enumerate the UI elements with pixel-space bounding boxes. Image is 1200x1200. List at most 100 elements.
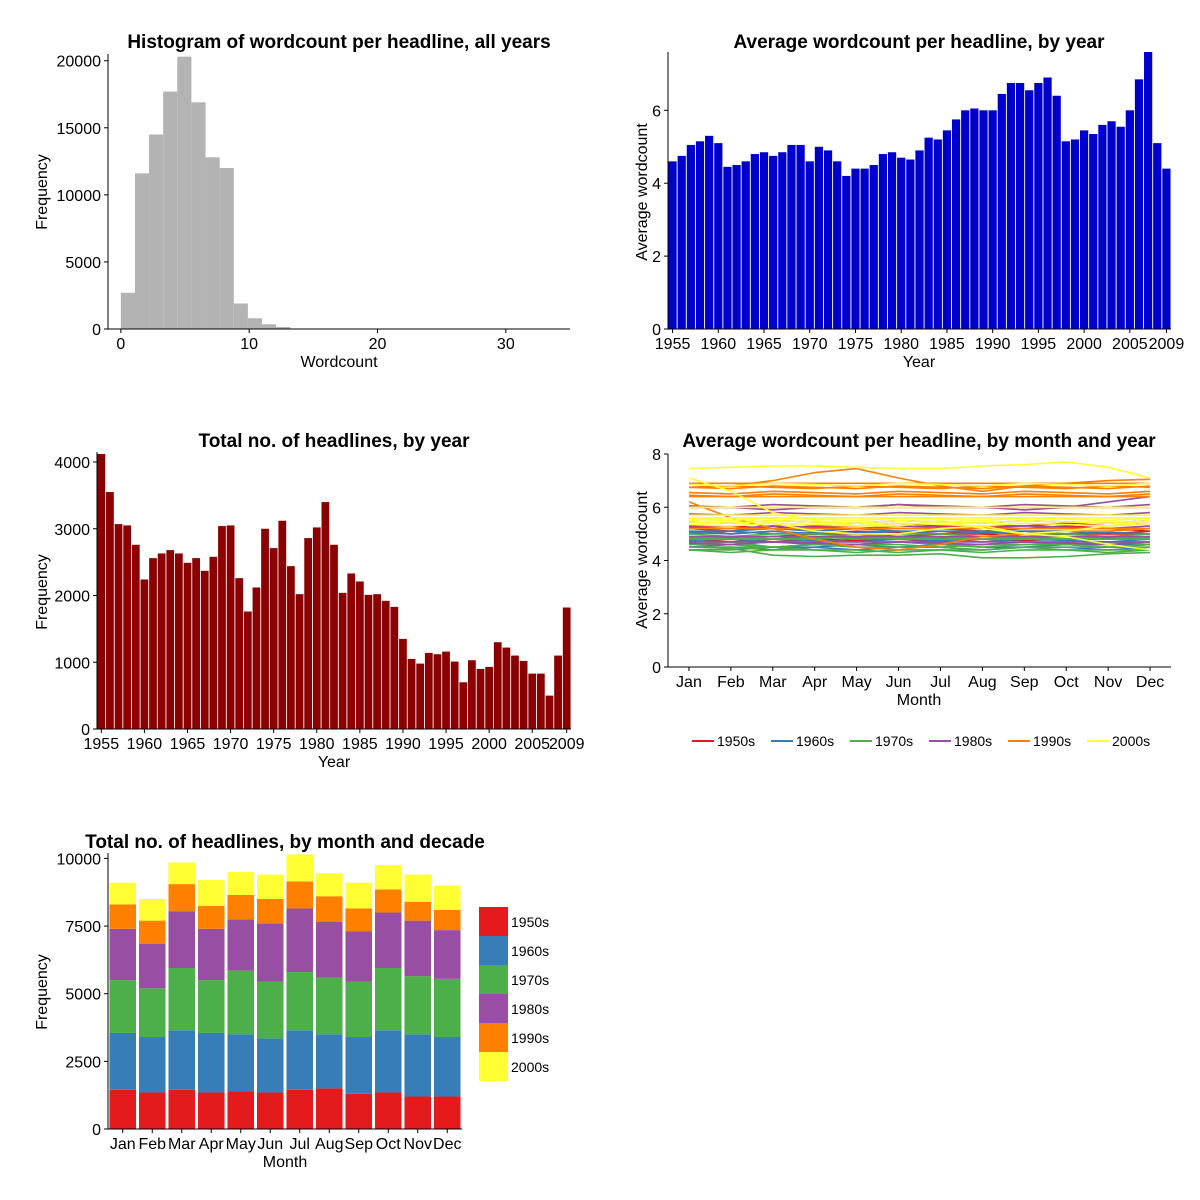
avgmonth-line xyxy=(688,533,1151,538)
stacked-bar-segment xyxy=(315,1034,343,1089)
stacked-bar-segment xyxy=(345,908,373,932)
totyear-bar xyxy=(140,579,149,729)
avgyear-bar xyxy=(695,141,705,329)
totyear-bar xyxy=(407,658,416,729)
stacked-bar-segment xyxy=(433,1037,461,1097)
avgyear-x-tick-label: 2005 xyxy=(1112,336,1148,353)
totyear-bar xyxy=(278,520,287,729)
totyear-bar xyxy=(97,454,106,729)
hist-bar xyxy=(276,326,291,329)
avgmonth-legend-label: 1960s xyxy=(796,733,834,749)
totyear-bar xyxy=(381,600,390,729)
totyear-bar xyxy=(373,594,381,729)
avgyear-bar xyxy=(668,161,677,329)
stacked-bar-segment xyxy=(168,884,196,912)
avgyear-bar xyxy=(915,150,924,329)
stacked-bar-segment xyxy=(227,894,255,920)
totyear-bar xyxy=(226,525,235,729)
totyear-bar xyxy=(562,607,571,729)
avgmonth-line xyxy=(688,535,1151,541)
hist-ylabel: Frequency xyxy=(34,154,51,230)
avgmonth-line xyxy=(688,517,1151,551)
totyear-bar xyxy=(218,526,226,729)
totyear-bar xyxy=(174,553,183,729)
stacked-y-tick-label: 7500 xyxy=(65,919,101,936)
hist-bar xyxy=(177,56,192,330)
avgyear-bar xyxy=(705,135,714,329)
totyear-bar xyxy=(493,642,502,729)
hist-bars xyxy=(120,56,291,330)
hist-bar xyxy=(262,324,277,329)
avgyear-bar xyxy=(778,152,787,329)
avgyear-bar xyxy=(942,130,952,329)
avgmonth-legend-label: 1970s xyxy=(875,733,913,749)
avgmonth-line xyxy=(688,547,1151,559)
avgyear-x-tick-label: 1995 xyxy=(1021,336,1057,353)
avgmonth-lines xyxy=(688,461,1151,559)
avgyear-bar xyxy=(741,161,750,329)
totyear-bar xyxy=(347,573,356,729)
avgyear-bar xyxy=(750,154,759,329)
stacked-bar-segment xyxy=(138,943,166,989)
totyear-bar xyxy=(235,578,244,729)
stacked-bar-segment xyxy=(404,901,432,921)
stacked-bar-segment xyxy=(374,865,402,890)
totyear-bar xyxy=(416,663,425,729)
avgyear-bar xyxy=(1080,130,1089,329)
hist-xlabel: Wordcount xyxy=(300,354,378,371)
avgmonth-x-tick-label: Nov xyxy=(1094,674,1122,691)
stacked-bar-segment xyxy=(197,980,225,1033)
avgyear-bar xyxy=(833,161,842,329)
hist-bar xyxy=(233,303,248,329)
totyear-bar xyxy=(183,562,192,729)
stacked-legend-label: 2000s xyxy=(511,1059,549,1075)
stacked-legend: 1950s 1960s 1970s 1980s 1990s 2000s xyxy=(479,907,549,1081)
totyear-bar xyxy=(209,556,218,729)
avgyear-x-tick-label: 1990 xyxy=(975,336,1011,353)
totyear-bar xyxy=(330,544,338,729)
avgyear-bar xyxy=(759,152,769,329)
avgyear-bar xyxy=(787,144,796,329)
stacked-bar-segment xyxy=(315,922,343,978)
stacked-bar-segment xyxy=(168,968,196,1031)
totyear-x-tick-label: 1980 xyxy=(299,736,335,753)
avgyear-x-tick-label: 1975 xyxy=(838,336,874,353)
totyear-bar xyxy=(364,594,373,729)
totyear-bar xyxy=(157,553,166,729)
panel-total-by-year: Total no. of headlines, by year Year Fre… xyxy=(34,431,585,771)
avgyear-bar xyxy=(814,146,824,329)
totyear-bar xyxy=(243,611,252,729)
avgmonth-ylabel: Average wordcount xyxy=(634,491,651,629)
stacked-bar-segment xyxy=(138,899,166,921)
totyear-bar xyxy=(485,666,494,729)
totyear-bar xyxy=(450,661,459,729)
hist-bar xyxy=(149,134,164,329)
stacked-bar-segment xyxy=(138,920,166,944)
avgyear-bar xyxy=(1134,79,1144,329)
stacked-bar-segment xyxy=(433,885,461,910)
avgmonth-y-tick-label: 2 xyxy=(652,607,661,624)
totyear-y-tick-label: 1000 xyxy=(54,655,90,672)
totyear-bar xyxy=(390,606,399,729)
avgmonth-x-tick-label: Oct xyxy=(1054,674,1079,691)
stacked-bar-segment xyxy=(345,931,373,982)
avgyear-x-tick-label: 1965 xyxy=(746,336,782,353)
stacked-bar-segment xyxy=(256,981,284,1039)
totyear-axes: 0 1000 2000 3000 4000 1955 1960 1965 1970 1975 198… xyxy=(54,452,585,753)
stacked-bar-segment xyxy=(345,1037,373,1094)
totyear-bar xyxy=(106,492,114,729)
avgyear-bar xyxy=(1034,82,1043,330)
avgyear-bars xyxy=(668,52,1171,330)
stacked-bar-segment xyxy=(109,1032,137,1090)
hist-title: Histogram of wordcount per headline, all… xyxy=(127,32,550,53)
totyear-x-tick-label: 1965 xyxy=(170,736,206,753)
avgyear-x-tick-label: 1980 xyxy=(883,336,919,353)
totyear-bar xyxy=(442,651,450,729)
stacked-bar-segment xyxy=(404,1096,432,1129)
stacked-legend-key xyxy=(479,907,508,936)
totyear-bar xyxy=(424,652,433,729)
avgyear-bar xyxy=(951,119,961,329)
totyear-ylabel: Frequency xyxy=(34,554,51,630)
totyear-bar xyxy=(192,558,200,729)
totyear-bar xyxy=(338,592,347,729)
